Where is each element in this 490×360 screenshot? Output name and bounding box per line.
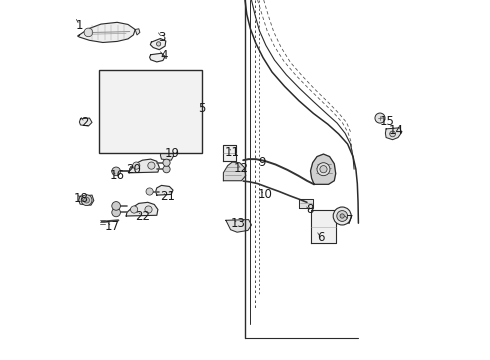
Circle shape: [375, 113, 385, 123]
Polygon shape: [311, 154, 336, 184]
Polygon shape: [135, 29, 140, 35]
Circle shape: [390, 131, 395, 137]
Circle shape: [333, 207, 351, 225]
Circle shape: [108, 84, 121, 97]
Text: 18: 18: [74, 192, 89, 205]
Polygon shape: [311, 210, 336, 243]
Circle shape: [146, 188, 153, 195]
Polygon shape: [79, 195, 94, 205]
Text: 19: 19: [165, 147, 180, 159]
Text: 6: 6: [317, 231, 324, 244]
Text: 7: 7: [345, 214, 353, 227]
FancyBboxPatch shape: [99, 70, 202, 153]
Circle shape: [133, 162, 140, 169]
Circle shape: [81, 195, 92, 206]
Circle shape: [163, 166, 170, 173]
Text: 9: 9: [259, 156, 266, 169]
Text: 17: 17: [104, 220, 119, 233]
Text: 12: 12: [234, 162, 249, 175]
Text: 14: 14: [389, 124, 404, 137]
Circle shape: [84, 197, 90, 203]
Text: 1: 1: [75, 19, 83, 32]
Circle shape: [340, 214, 344, 218]
Circle shape: [143, 139, 152, 149]
Text: 5: 5: [198, 102, 205, 114]
Circle shape: [163, 159, 170, 166]
Text: 4: 4: [160, 49, 168, 62]
Circle shape: [112, 208, 121, 217]
Circle shape: [112, 167, 121, 176]
Polygon shape: [223, 162, 245, 181]
Text: 8: 8: [306, 203, 314, 216]
Circle shape: [84, 28, 93, 37]
Text: 22: 22: [135, 210, 150, 222]
Polygon shape: [112, 103, 118, 110]
Circle shape: [145, 206, 152, 213]
Circle shape: [130, 206, 138, 213]
Polygon shape: [126, 202, 158, 216]
Text: 2: 2: [81, 116, 89, 129]
Polygon shape: [223, 145, 236, 161]
Polygon shape: [226, 220, 251, 232]
Text: 11: 11: [225, 146, 240, 159]
Polygon shape: [122, 79, 176, 127]
Circle shape: [148, 162, 155, 169]
Text: 20: 20: [126, 163, 141, 176]
Polygon shape: [148, 113, 159, 127]
Polygon shape: [149, 53, 165, 62]
Text: 10: 10: [257, 188, 272, 201]
Circle shape: [111, 87, 118, 94]
Polygon shape: [79, 118, 92, 126]
Circle shape: [337, 211, 347, 221]
Text: 13: 13: [230, 217, 245, 230]
Polygon shape: [150, 39, 166, 50]
Polygon shape: [160, 150, 174, 160]
Text: 15: 15: [380, 115, 394, 128]
Circle shape: [317, 163, 330, 176]
Polygon shape: [129, 159, 159, 173]
Polygon shape: [156, 185, 173, 195]
Circle shape: [156, 42, 161, 46]
Polygon shape: [299, 199, 314, 208]
Circle shape: [151, 146, 158, 153]
Circle shape: [112, 202, 121, 210]
Polygon shape: [77, 22, 135, 42]
Circle shape: [320, 166, 327, 173]
Text: 16: 16: [110, 169, 124, 182]
Text: 3: 3: [158, 31, 166, 44]
Polygon shape: [386, 128, 402, 140]
Text: 21: 21: [160, 190, 175, 203]
